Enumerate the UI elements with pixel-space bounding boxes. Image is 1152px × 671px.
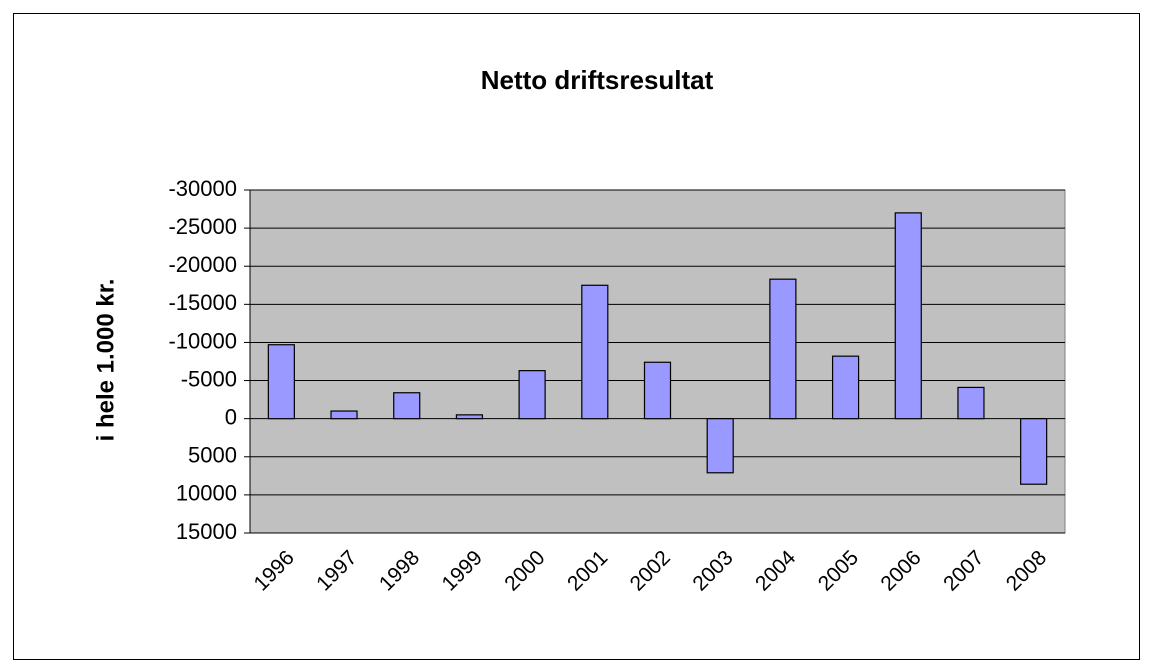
bar: [518, 370, 546, 420]
bar: [831, 355, 860, 420]
bar: [643, 361, 672, 420]
y-tick-label: 0: [225, 404, 237, 429]
bar: [393, 392, 421, 420]
y-tick-label: -10000: [168, 328, 237, 353]
y-tick-label: 10000: [176, 481, 237, 506]
chart-title: Netto driftsresultat: [481, 65, 714, 95]
y-tick-label: 15000: [176, 519, 237, 544]
y-axis-label: i hele 1.000 kr.: [92, 279, 119, 442]
y-tick-label: 5000: [188, 443, 237, 468]
bar: [894, 212, 922, 420]
y-tick-label: -30000: [168, 176, 237, 201]
bar: [581, 284, 609, 420]
bar: [330, 410, 358, 420]
bar: [706, 418, 734, 474]
plot-area: [249, 189, 1066, 534]
bar: [267, 344, 295, 420]
y-tick-label: -15000: [168, 290, 237, 315]
y-tick-label: -20000: [168, 252, 237, 277]
y-tick-label: -25000: [168, 214, 237, 239]
bar: [769, 278, 797, 420]
y-tick-label: -5000: [181, 366, 237, 391]
bar: [1020, 418, 1048, 485]
bar: [455, 414, 484, 420]
bar: [957, 386, 985, 420]
